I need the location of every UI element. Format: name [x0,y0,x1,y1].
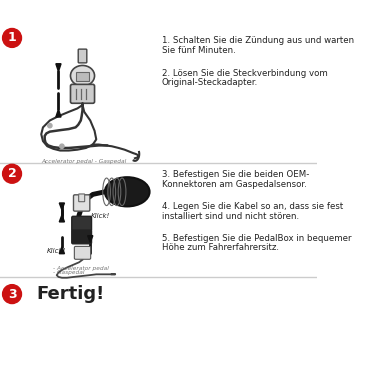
Text: - Gaspedal: - Gaspedal [53,270,85,275]
FancyBboxPatch shape [72,230,92,244]
Polygon shape [56,109,61,117]
FancyBboxPatch shape [74,246,91,259]
Text: 3. Befestigen Sie die beiden OEM-: 3. Befestigen Sie die beiden OEM- [162,170,309,179]
Circle shape [3,164,21,183]
Polygon shape [88,236,93,242]
Ellipse shape [70,65,94,86]
FancyBboxPatch shape [78,49,87,63]
Text: Klick!: Klick! [91,213,110,219]
Text: 1: 1 [8,31,16,44]
Polygon shape [59,215,65,222]
Polygon shape [59,203,65,210]
Text: installiert sind und nicht stören.: installiert sind und nicht stören. [162,211,299,221]
Text: 1. Schalten Sie die Zündung aus und warten: 1. Schalten Sie die Zündung aus und wart… [162,36,354,45]
Text: Höhe zum Fahrerfahrersitz.: Höhe zum Fahrerfahrersitz. [162,244,279,252]
FancyBboxPatch shape [72,216,92,231]
Text: Accelerator pedal - Gaspedal: Accelerator pedal - Gaspedal [41,159,127,164]
Polygon shape [59,247,65,254]
FancyBboxPatch shape [70,85,94,103]
FancyBboxPatch shape [76,72,89,81]
Text: 4. Legen Sie die Kabel so an, dass sie fest: 4. Legen Sie die Kabel so an, dass sie f… [162,202,343,211]
Text: Konnektoren am Gaspedalsensor.: Konnektoren am Gaspedalsensor. [162,180,306,189]
Text: - Accelerator pedal: - Accelerator pedal [53,266,109,271]
Text: 2: 2 [8,167,16,180]
Circle shape [3,284,21,304]
Text: Fertig!: Fertig! [36,285,104,303]
Text: Original-Steckadapter.: Original-Steckadapter. [162,78,258,87]
Text: 5. Befestigen Sie die PedalBox in bequemer: 5. Befestigen Sie die PedalBox in bequem… [162,234,351,243]
Polygon shape [56,64,61,72]
Circle shape [60,144,64,148]
Ellipse shape [105,177,149,206]
Text: Klick!: Klick! [47,248,66,254]
FancyBboxPatch shape [79,194,85,202]
Text: 3: 3 [8,287,16,301]
Text: Sie fünf Minuten.: Sie fünf Minuten. [162,46,235,55]
Circle shape [3,28,21,47]
FancyBboxPatch shape [73,195,90,211]
Text: 2. Lösen Sie die Steckverbindung vom: 2. Lösen Sie die Steckverbindung vom [162,69,327,78]
Circle shape [48,124,52,128]
